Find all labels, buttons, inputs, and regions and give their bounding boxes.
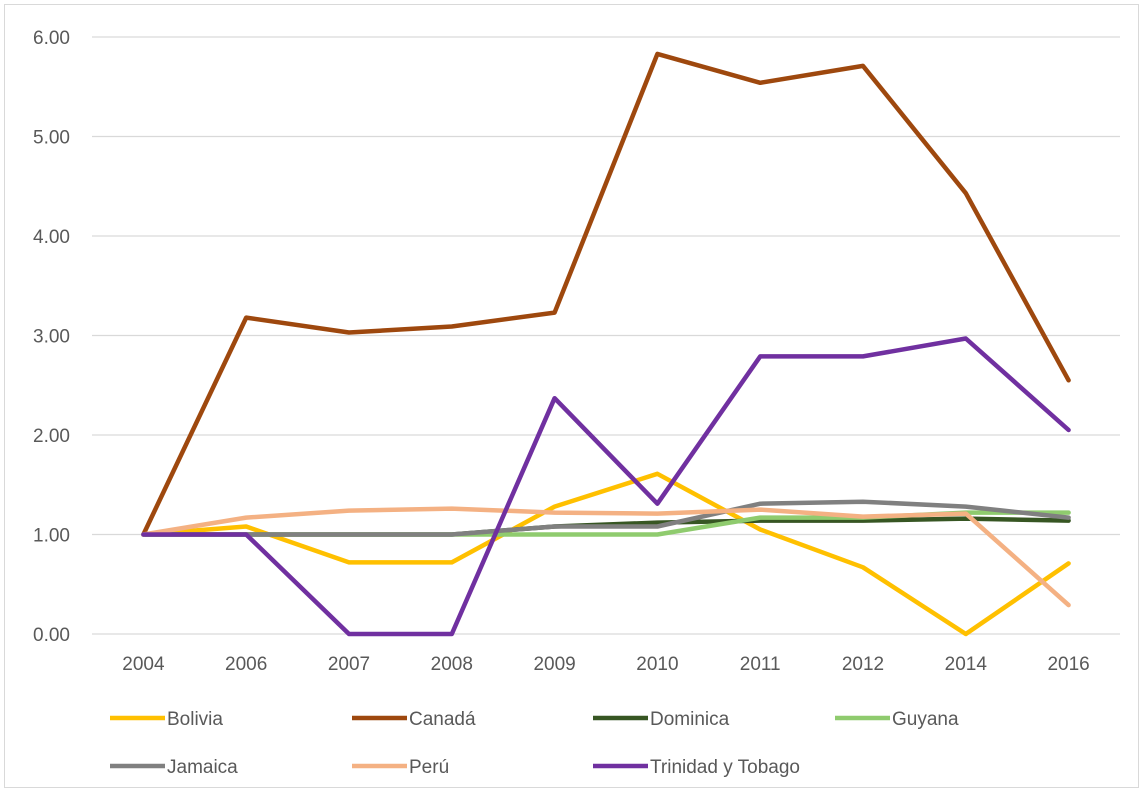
- x-tick-label: 2009: [533, 654, 575, 675]
- y-tick-label: 6.00: [33, 28, 70, 49]
- y-axis-tick-labels: 0.00 1.00 2.00 3.00 4.00 5.00 6.00: [33, 28, 70, 646]
- x-tick-label: 2006: [225, 654, 267, 675]
- x-tick-label: 2008: [431, 654, 473, 675]
- y-tick-label: 0.00: [33, 625, 70, 646]
- series-line: [141, 506, 1071, 608]
- x-tick-label: 2014: [945, 654, 988, 675]
- x-tick-label: 2007: [328, 654, 370, 675]
- gridlines: [92, 36, 1120, 635]
- series-line: [141, 499, 1071, 537]
- legend-label: Canadá: [409, 709, 476, 730]
- legend-label: Bolivia: [167, 709, 223, 730]
- legend-label: Guyana: [892, 709, 959, 730]
- chart-frame: [4, 4, 1139, 788]
- legend-label: Trinidad y Tobago: [650, 757, 800, 778]
- x-tick-label: 2010: [636, 654, 678, 675]
- series-line: [141, 336, 1071, 637]
- legend-label: Jamaica: [167, 757, 238, 778]
- y-tick-label: 3.00: [33, 327, 70, 348]
- y-tick-label: 1.00: [33, 526, 70, 547]
- series-line: [141, 51, 1071, 537]
- x-axis-tick-labels: 2004 2006 2007 2008 2009 2010 2011 2012 2014 2016: [122, 654, 1089, 675]
- legend-label: Perú: [409, 757, 449, 778]
- y-tick-label: 2.00: [33, 426, 70, 447]
- series-line: [141, 471, 1071, 637]
- legend: Bolivia Canadá Dominica Guyana Jamaica Perú Tr…: [110, 709, 959, 778]
- y-tick-label: 4.00: [33, 227, 70, 248]
- x-tick-label: 2011: [740, 654, 781, 675]
- x-tick-label: 2016: [1047, 654, 1089, 675]
- y-tick-label: 5.00: [33, 128, 70, 149]
- legend-label: Dominica: [650, 709, 730, 730]
- x-tick-label: 2004: [122, 654, 165, 675]
- x-tick-label: 2012: [842, 654, 884, 675]
- series-lines: [141, 51, 1071, 637]
